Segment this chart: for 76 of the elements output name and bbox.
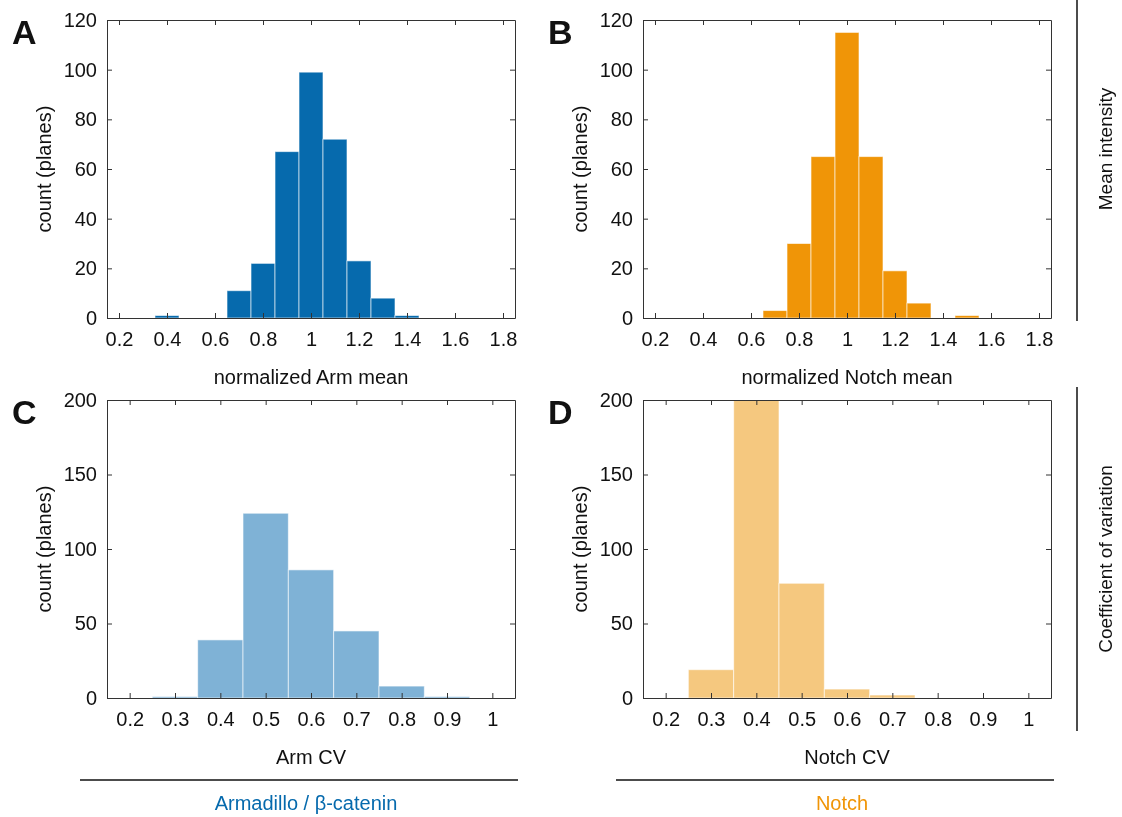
x-tick-label: 1.4 [393,328,422,351]
x-tick-label: 0.7 [878,708,907,731]
x-tick-label: 1 [1023,708,1035,731]
y-tick-label: 100 [599,58,633,81]
y-tick-label: 0 [621,686,633,709]
x-tick-label: 0.4 [689,328,718,351]
y-axis-title: count (planes) [569,105,591,233]
x-tick-label: 0.2 [652,708,681,731]
x-tick-label: 0.8 [249,328,278,351]
x-tick-label: 0.3 [161,708,190,731]
y-tick-label: 200 [599,388,633,411]
x-tick-label: 0.8 [388,708,417,731]
x-tick-label: 1.4 [929,328,958,351]
x-tick-label: 0.8 [924,708,953,731]
x-tick-label: 1.6 [441,328,470,351]
chart-title: C [12,393,37,431]
x-tick-label: 0.4 [206,708,235,731]
x-tick-label: 0.6 [833,708,862,731]
x-tick-label: 0.2 [116,708,145,731]
y-tick-label: 120 [599,8,633,31]
y-axis-title: count (planes) [33,485,55,613]
x-tick-label: 1.6 [977,328,1006,351]
y-tick-label: 20 [610,257,633,280]
x-axis-title: Notch CV [804,746,891,768]
y-axis-title: count (planes) [569,485,591,613]
y-tick-label: 60 [610,157,633,180]
text: Mean intensity [1095,87,1116,211]
y-tick-label: 50 [74,612,97,635]
y-tick-label: 150 [63,463,97,486]
y-tick-label: 50 [610,612,633,635]
x-tick-label: 0.8 [785,328,814,351]
x-tick-label: 0.4 [742,708,771,731]
x-tick-label: 0.5 [252,708,281,731]
x-tick-label: 0.2 [641,328,670,351]
text: Notch [815,792,869,814]
x-axis-title: normalized Notch mean [741,366,953,388]
y-tick-label: 0 [621,306,633,329]
x-tick-label: 1 [487,708,499,731]
y-tick-label: 0 [85,686,97,709]
x-tick-label: 0.6 [297,708,326,731]
y-tick-label: 40 [74,207,97,230]
y-tick-label: 100 [63,537,97,560]
y-axis-title: count (planes) [33,105,55,233]
x-tick-label: 1.8 [489,328,518,351]
x-tick-label: 0.9 [433,708,462,731]
x-tick-label: 1 [841,328,854,351]
x-tick-label: 0.4 [153,328,182,351]
y-tick-label: 150 [599,463,633,486]
x-tick-label: 0.5 [788,708,817,731]
x-tick-label: 1.2 [345,328,374,351]
x-tick-label: 0.2 [105,328,134,351]
x-tick-label: 1 [305,328,318,351]
x-tick-label: 0.6 [201,328,230,351]
x-tick-label: 1.8 [1025,328,1054,351]
chart-title: D [548,393,573,431]
x-axis-title: normalized Arm mean [213,366,409,388]
text: Armadillo / β-catenin [214,792,398,814]
y-tick-label: 60 [74,157,97,180]
x-tick-label: 0.3 [697,708,726,731]
x-tick-label: 0.9 [969,708,998,731]
x-axis-title: Arm CV [276,746,347,768]
chart-title: A [12,13,37,51]
y-tick-label: 40 [610,207,633,230]
y-tick-label: 100 [599,537,633,560]
x-tick-label: 1.2 [881,328,910,351]
y-tick-label: 20 [74,257,97,280]
chart-title: B [548,13,573,51]
x-tick-label: 0.7 [342,708,371,731]
text: Coefficient of variation [1095,465,1116,653]
x-tick-label: 0.6 [737,328,766,351]
y-tick-label: 100 [63,58,97,81]
y-tick-label: 80 [610,108,633,131]
y-tick-label: 120 [63,8,97,31]
y-tick-label: 200 [63,388,97,411]
y-tick-label: 0 [85,306,97,329]
y-tick-label: 80 [74,108,97,131]
